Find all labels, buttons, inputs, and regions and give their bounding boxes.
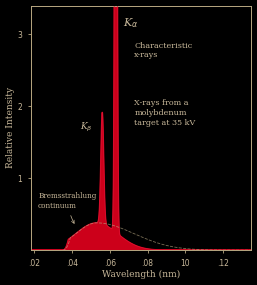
Text: Characteristic
x-rays: Characteristic x-rays xyxy=(134,42,193,59)
Text: Bremsstrahlung
continuum: Bremsstrahlung continuum xyxy=(38,192,96,223)
Text: K$_\alpha$: K$_\alpha$ xyxy=(123,16,139,30)
Text: X-rays from a
molybdenum
target at 35 kV: X-rays from a molybdenum target at 35 kV xyxy=(134,99,196,127)
X-axis label: Wavelength (nm): Wavelength (nm) xyxy=(102,270,180,280)
Text: K$_\beta$: K$_\beta$ xyxy=(80,121,93,134)
Y-axis label: Relative Intensity: Relative Intensity xyxy=(6,87,15,168)
